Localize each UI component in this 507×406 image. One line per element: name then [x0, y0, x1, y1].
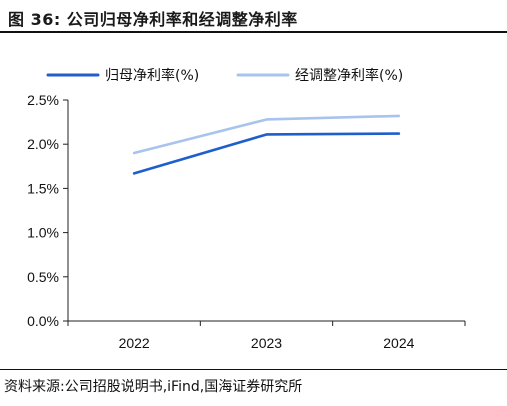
x-tick-label: 2022 — [119, 335, 150, 351]
y-tick-label: 0.0% — [27, 313, 59, 329]
title-rule — [0, 31, 507, 33]
series-line-2 — [132, 114, 401, 155]
series-line-1 — [132, 132, 401, 175]
x-tick-label: 2023 — [251, 335, 282, 351]
y-axis: 0.0% 0.5% 1.0% 1.5% 2.0% 2.5% — [27, 92, 69, 329]
series-layer — [132, 114, 401, 175]
y-tick-label: 2.0% — [27, 136, 59, 152]
source-note: 资料来源:公司招股说明书,iFind,国海证券研究所 — [4, 379, 303, 395]
legend: 归母净利率(%) 经调整净利率(%) — [46, 67, 403, 84]
line-chart: 归母净利率(%) 经调整净利率(%) 0.0% 0.5% 1.0% 1.5% 2.0% 2.… — [27, 67, 466, 351]
legend-label-1: 归母净利率(%) — [105, 67, 199, 84]
x-axis: 2022 2023 2024 — [67, 320, 466, 351]
y-tick-label: 0.5% — [27, 269, 59, 285]
figure-title: 图 36: 公司归母净利率和经调整净利率 — [8, 10, 298, 29]
legend-label-2: 经调整净利率(%) — [295, 67, 403, 84]
y-tick-label: 1.5% — [27, 180, 59, 196]
y-tick-label: 2.5% — [27, 92, 59, 108]
x-tick-label: 2024 — [383, 335, 414, 351]
y-tick-label: 1.0% — [27, 225, 59, 241]
source-rule — [0, 369, 507, 370]
